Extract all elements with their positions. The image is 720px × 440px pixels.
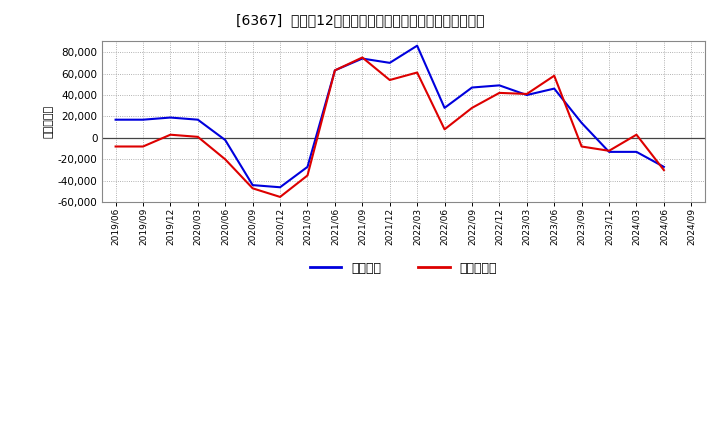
Text: [6367]  利益だ12か月移動合計の対前年同期増減額の推移: [6367] 利益だ12か月移動合計の対前年同期増減額の推移: [235, 13, 485, 27]
Y-axis label: （百万円）: （百万円）: [44, 105, 54, 139]
Legend: 経常利益, 当期純利益: 経常利益, 当期純利益: [305, 257, 502, 280]
